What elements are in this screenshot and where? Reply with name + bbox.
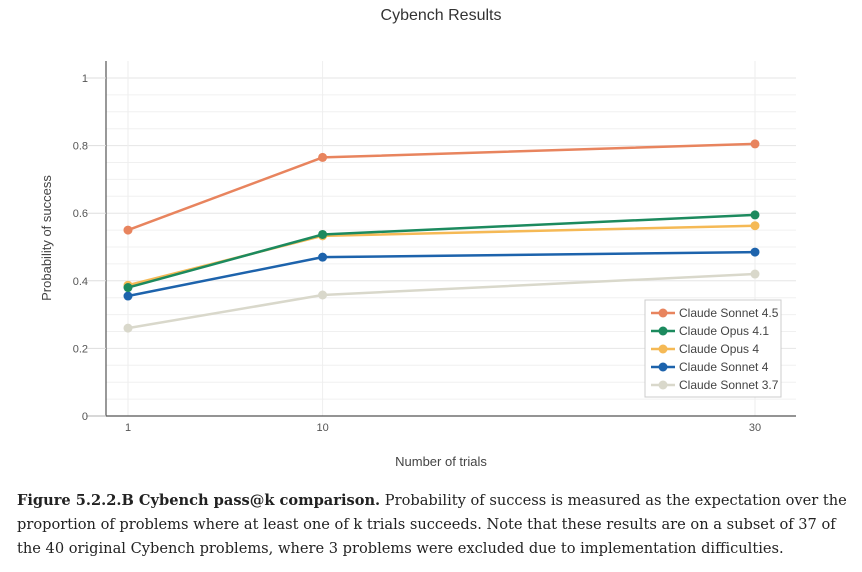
series-claude-sonnet-3-7 (123, 269, 760, 333)
legend-marker (658, 362, 668, 372)
x-tick-labels: 1 10 30 (125, 422, 761, 434)
y-tick-label: 0.8 (73, 141, 88, 153)
y-tick-label: 0.2 (73, 343, 88, 355)
data-point (123, 225, 133, 235)
data-point (318, 152, 328, 162)
x-tick-label: 1 (125, 422, 131, 434)
series-claude-sonnet-4-5 (123, 139, 760, 235)
legend-label: Claude Opus 4.1 (679, 324, 769, 338)
legend-item: Claude Sonnet 4 (651, 360, 769, 374)
x-axis-label: Number of trials (395, 454, 487, 469)
y-tick-label: 0 (82, 411, 88, 423)
y-tick-label: 0.6 (73, 208, 88, 220)
legend-item: Claude Opus 4.1 (651, 324, 769, 338)
data-point (750, 269, 760, 279)
legend-item: Claude Opus 4 (651, 342, 759, 356)
legend-label: Claude Sonnet 4 (679, 360, 769, 374)
axes (86, 61, 796, 417)
legend-item: Claude Sonnet 3.7 (651, 378, 779, 392)
data-point (123, 323, 133, 333)
figure-caption: Figure 5.2.2.B Cybench pass@k comparison… (17, 489, 852, 561)
legend-label: Claude Sonnet 4.5 (679, 306, 779, 320)
data-point (750, 221, 760, 231)
legend-label: Claude Opus 4 (679, 342, 759, 356)
legend-marker (658, 326, 668, 336)
data-point (750, 139, 760, 149)
chart: Cybench Results 0 0.2 0.4 0.6 0.8 1 1 10 30 Num… (39, 7, 796, 469)
legend-label: Claude Sonnet 3.7 (679, 378, 779, 392)
series-group (123, 139, 760, 333)
legend: Claude Sonnet 4.5 Claude Opus 4.1 Claude O… (644, 299, 782, 398)
x-tick-label: 30 (749, 422, 761, 434)
caption-text: Probability of success is measured as th… (17, 492, 847, 557)
data-point (750, 247, 760, 257)
y-tick-labels: 0 0.2 0.4 0.6 0.8 1 (73, 73, 106, 423)
y-tick-label: 0.4 (73, 276, 88, 288)
data-point (318, 229, 328, 239)
series-claude-opus-4-1 (123, 210, 760, 293)
legend-marker (658, 344, 668, 354)
data-point (123, 283, 133, 293)
series-claude-sonnet-4 (123, 247, 760, 301)
series-line (127, 142, 756, 232)
legend-item: Claude Sonnet 4.5 (651, 306, 779, 320)
legend-marker (658, 380, 668, 390)
x-tick-label: 10 (316, 422, 328, 434)
y-tick-label: 1 (82, 73, 88, 85)
y-axis-label: Probability of success (39, 175, 54, 301)
legend-marker (658, 308, 668, 318)
chart-title: Cybench Results (381, 7, 502, 24)
data-point (318, 290, 328, 300)
data-point (750, 210, 760, 220)
data-point (123, 291, 133, 301)
data-point (318, 252, 328, 262)
caption-label: Figure 5.2.2.B Cybench pass@k comparison… (17, 492, 381, 509)
